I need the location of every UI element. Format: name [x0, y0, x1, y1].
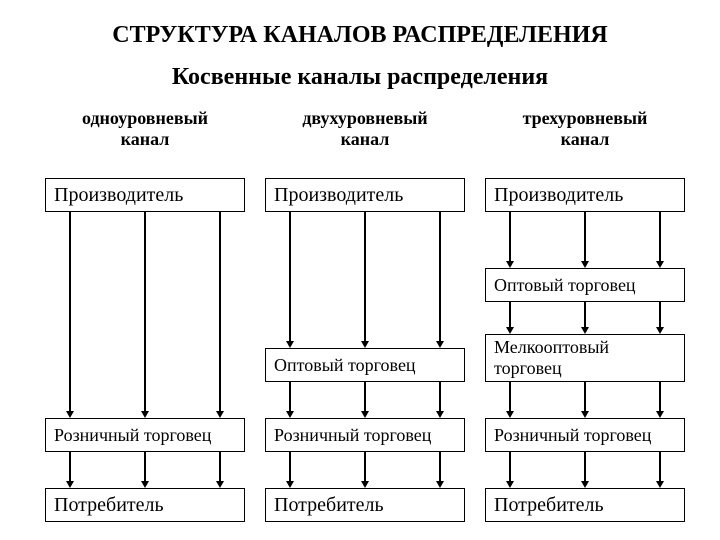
arrow-head-icon: [436, 411, 444, 418]
flow-node: Производитель: [485, 178, 685, 212]
arrow-line: [439, 382, 441, 411]
arrow-head-icon: [141, 481, 149, 488]
flow-node: Розничный торговец: [485, 418, 685, 452]
arrow-head-icon: [581, 481, 589, 488]
flow-node: Оптовый торговец: [265, 348, 465, 382]
flow-node: Потребитель: [485, 488, 685, 522]
flow-node: Производитель: [45, 178, 245, 212]
arrow-head-icon: [506, 481, 514, 488]
arrow-head-icon: [66, 411, 74, 418]
arrow-head-icon: [656, 327, 664, 334]
arrow-line: [364, 212, 366, 341]
arrow-head-icon: [506, 327, 514, 334]
column-header: трехуровневый канал: [485, 108, 685, 150]
arrow-head-icon: [361, 411, 369, 418]
arrow-line: [584, 452, 586, 481]
arrow-line: [219, 212, 221, 411]
page-title: СТРУКТУРА КАНАЛОВ РАСПРЕДЕЛЕНИЯ: [0, 22, 720, 49]
arrow-line: [289, 452, 291, 481]
column-header: одноуровневый канал: [45, 108, 245, 150]
arrow-head-icon: [66, 481, 74, 488]
arrow-line: [144, 452, 146, 481]
arrow-line: [439, 212, 441, 341]
arrow-head-icon: [216, 481, 224, 488]
arrow-head-icon: [436, 341, 444, 348]
arrow-head-icon: [361, 341, 369, 348]
flow-node: Мелкооптовый торговец: [485, 334, 685, 382]
flow-node: Розничный торговец: [45, 418, 245, 452]
page-subtitle: Косвенные каналы распределения: [0, 64, 720, 91]
arrow-head-icon: [656, 411, 664, 418]
arrow-head-icon: [506, 261, 514, 268]
arrow-line: [509, 452, 511, 481]
arrow-head-icon: [581, 411, 589, 418]
column-header: двухуровневый канал: [265, 108, 465, 150]
arrow-line: [509, 302, 511, 327]
arrow-head-icon: [506, 411, 514, 418]
arrow-line: [584, 302, 586, 327]
arrow-line: [659, 382, 661, 411]
arrow-head-icon: [141, 411, 149, 418]
arrow-line: [659, 302, 661, 327]
arrow-line: [144, 212, 146, 411]
flow-node: Потребитель: [265, 488, 465, 522]
arrow-line: [289, 212, 291, 341]
flow-node: Оптовый торговец: [485, 268, 685, 302]
arrow-head-icon: [436, 481, 444, 488]
arrow-line: [659, 452, 661, 481]
arrow-line: [364, 452, 366, 481]
arrow-head-icon: [581, 261, 589, 268]
arrow-head-icon: [216, 411, 224, 418]
arrow-line: [219, 452, 221, 481]
arrow-line: [659, 212, 661, 261]
arrow-line: [289, 382, 291, 411]
arrow-head-icon: [656, 481, 664, 488]
flow-node: Розничный торговец: [265, 418, 465, 452]
arrow-head-icon: [286, 481, 294, 488]
arrow-line: [509, 212, 511, 261]
flow-node: Производитель: [265, 178, 465, 212]
arrow-line: [509, 382, 511, 411]
arrow-head-icon: [656, 261, 664, 268]
arrow-head-icon: [581, 327, 589, 334]
arrow-line: [69, 452, 71, 481]
arrow-line: [584, 382, 586, 411]
arrow-line: [364, 382, 366, 411]
arrow-head-icon: [286, 411, 294, 418]
arrow-head-icon: [286, 341, 294, 348]
flow-node: Потребитель: [45, 488, 245, 522]
arrow-head-icon: [361, 481, 369, 488]
arrow-line: [439, 452, 441, 481]
arrow-line: [69, 212, 71, 411]
arrow-line: [584, 212, 586, 261]
